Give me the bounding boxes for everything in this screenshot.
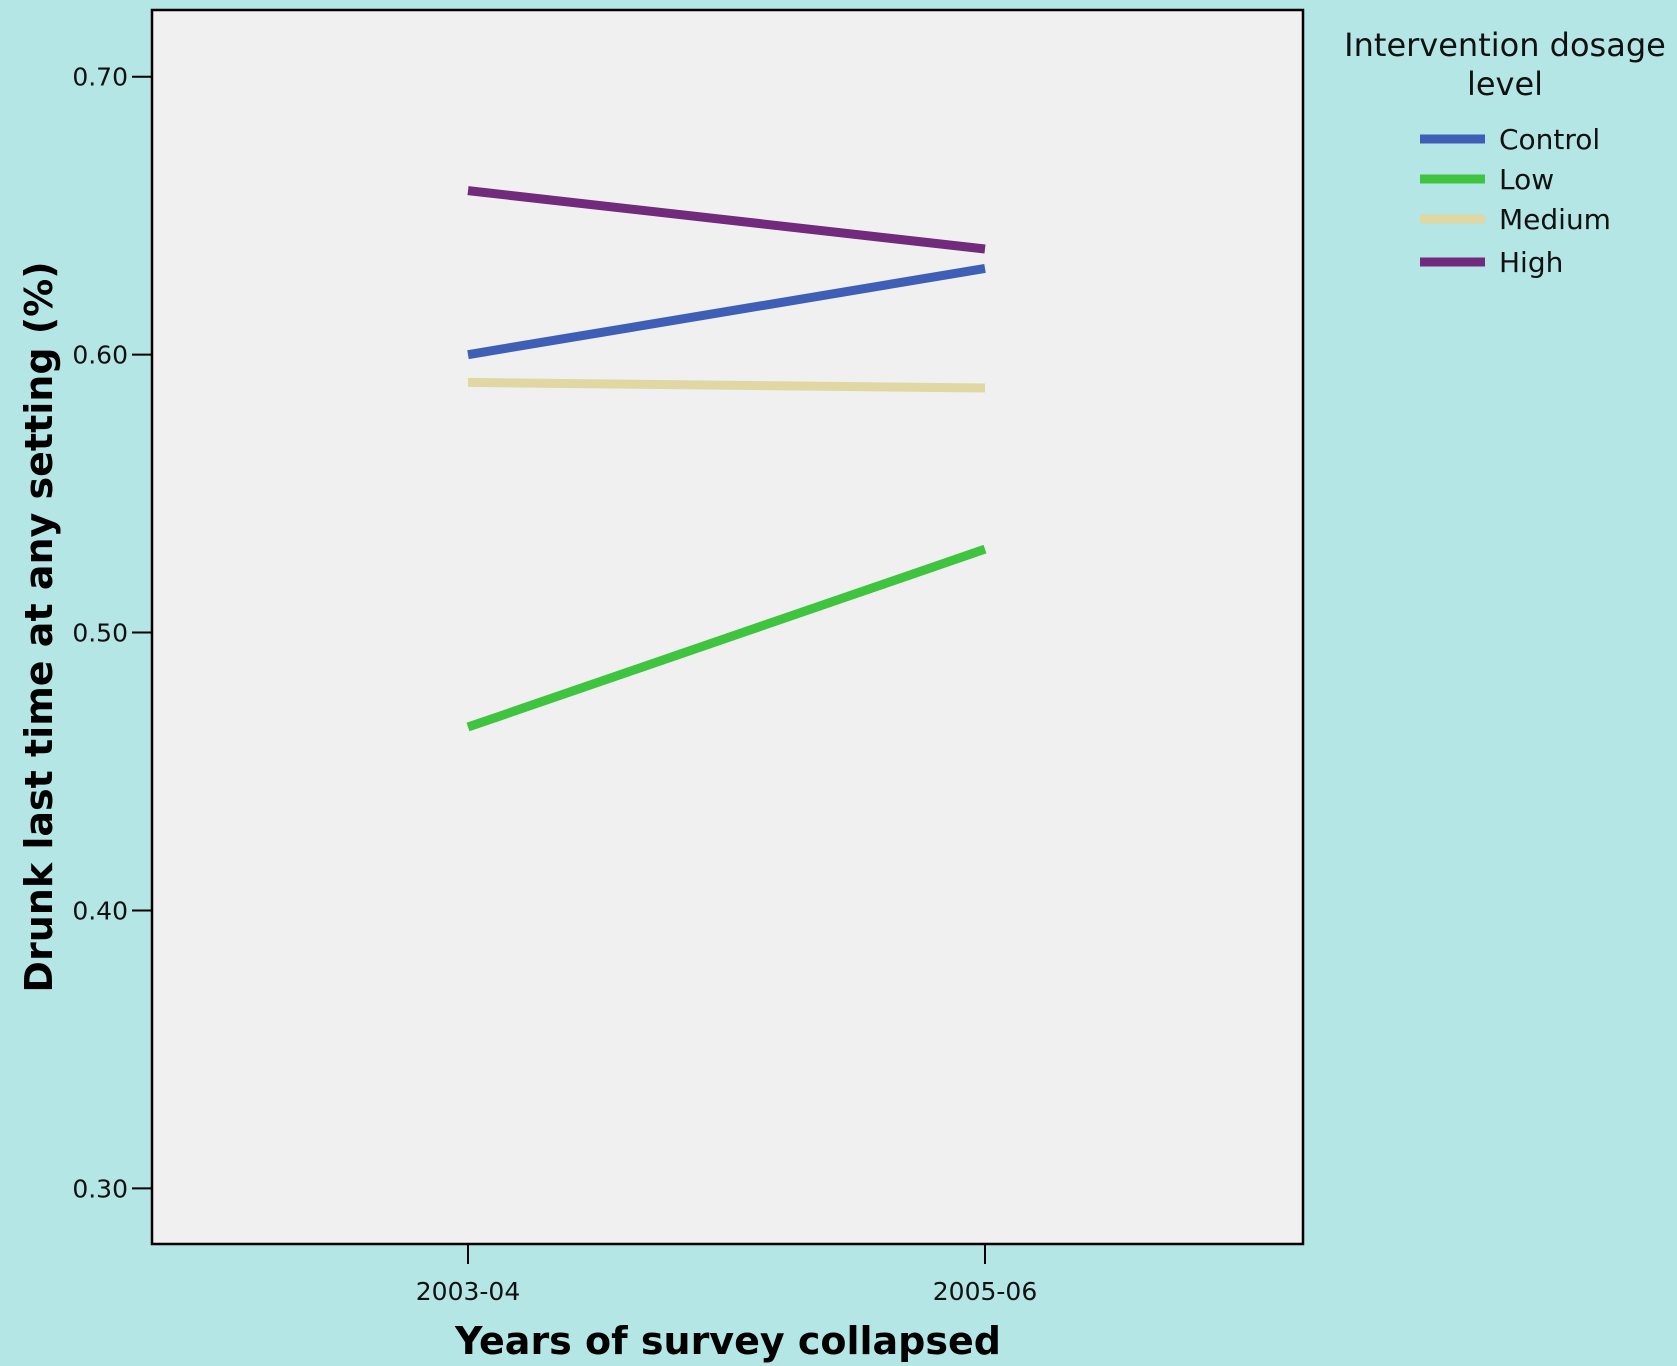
- legend-items: Control Low Medium High: [1420, 123, 1611, 279]
- x-axis-title: Years of survey collapsed: [454, 1319, 1001, 1363]
- legend-label-low: Low: [1499, 163, 1554, 196]
- plot-area: [150, 8, 1305, 1246]
- y-tick-label: 0.60: [72, 341, 128, 370]
- series-lines: [466, 186, 987, 732]
- legend: Intervention dosage level Control Low Medi…: [1344, 26, 1666, 279]
- y-tick-label: 0.30: [72, 1174, 128, 1203]
- x-tick-label: 2005-06: [933, 1277, 1037, 1306]
- legend-title-line-2: level: [1467, 65, 1543, 103]
- x-tick-label: 2003-04: [416, 1277, 520, 1306]
- y-axis: 0.30 0.40 0.50 0.60 0.70: [72, 63, 152, 1203]
- y-tick-label: 0.70: [72, 63, 128, 92]
- y-tick-label: 0.50: [72, 619, 128, 648]
- y-tick-label: 0.40: [72, 896, 128, 925]
- x-axis: 2003-04 2005-06: [416, 1244, 1037, 1306]
- legend-label-high: High: [1499, 246, 1563, 279]
- series-line-high: [467, 186, 986, 254]
- series-line-low: [466, 544, 987, 732]
- series-line-control: [467, 264, 986, 360]
- legend-label-control: Control: [1499, 123, 1600, 156]
- legend-title-line-1: Intervention dosage: [1344, 26, 1666, 64]
- y-axis-title: Drunk last time at any setting (%): [17, 261, 61, 992]
- series-line-medium: [467, 377, 986, 393]
- legend-label-medium: Medium: [1499, 203, 1611, 236]
